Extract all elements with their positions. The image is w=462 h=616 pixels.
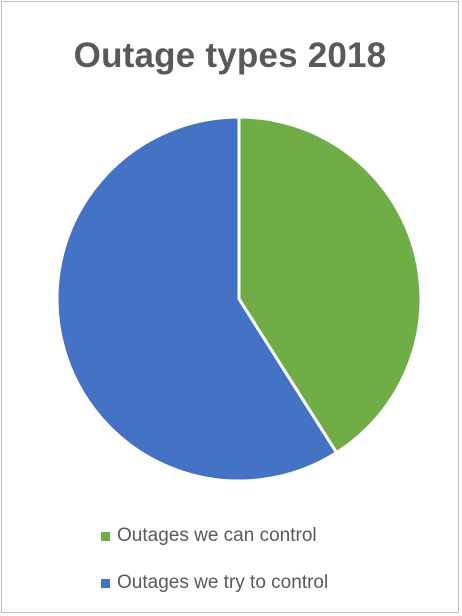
legend-label-can-control: Outages we can control bbox=[117, 525, 317, 546]
pie-slice-try-to-control bbox=[55, 115, 339, 483]
chart-title: Outage types 2018 bbox=[73, 36, 387, 75]
legend-item-can-control: Outages we can control bbox=[101, 524, 317, 548]
legend-label-try-to-control: Outages we try to control bbox=[117, 572, 329, 593]
legend-item-try-to-control: Outages we try to control bbox=[101, 571, 328, 595]
legend-swatch-can-control bbox=[101, 531, 110, 541]
legend-swatch-try-to-control bbox=[101, 578, 110, 588]
